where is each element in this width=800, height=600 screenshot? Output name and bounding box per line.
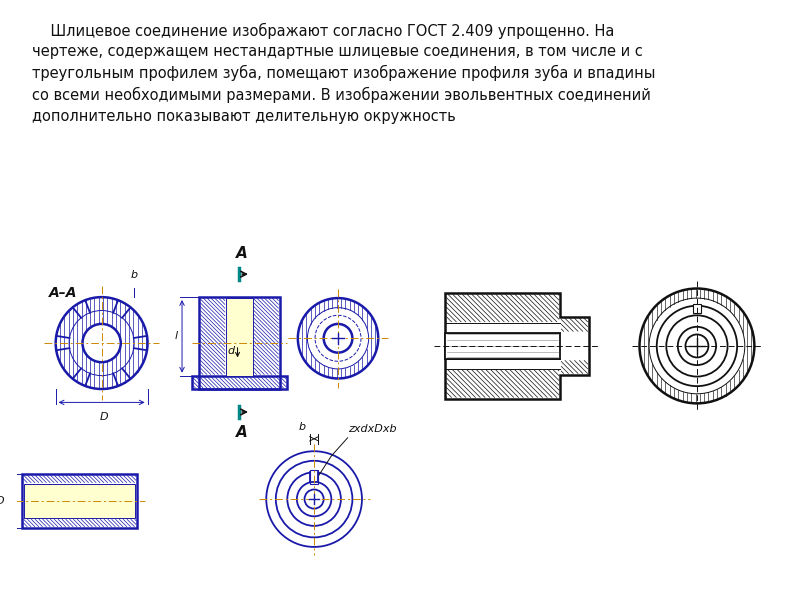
Text: А–А: А–А — [49, 286, 78, 299]
Text: b: b — [130, 270, 138, 280]
Text: l: l — [174, 331, 178, 341]
Text: А: А — [235, 246, 247, 261]
Bar — [446, 332, 560, 359]
Bar — [22, 474, 137, 528]
Bar — [191, 376, 287, 389]
Bar — [226, 298, 253, 376]
Text: А: А — [235, 425, 247, 440]
Bar — [199, 297, 280, 389]
Text: D: D — [0, 496, 4, 506]
Text: zxdxDxb: zxdxDxb — [348, 424, 396, 434]
Text: D: D — [100, 412, 109, 422]
Bar — [24, 484, 135, 518]
Text: d: d — [227, 346, 234, 356]
Bar — [693, 304, 701, 313]
Text: Шлицевое соединение изображают согласно ГОСТ 2.409 упрощенно. На
чертеже, содерж: Шлицевое соединение изображают согласно … — [32, 22, 655, 124]
Text: b: b — [299, 422, 306, 432]
Bar — [310, 470, 318, 484]
